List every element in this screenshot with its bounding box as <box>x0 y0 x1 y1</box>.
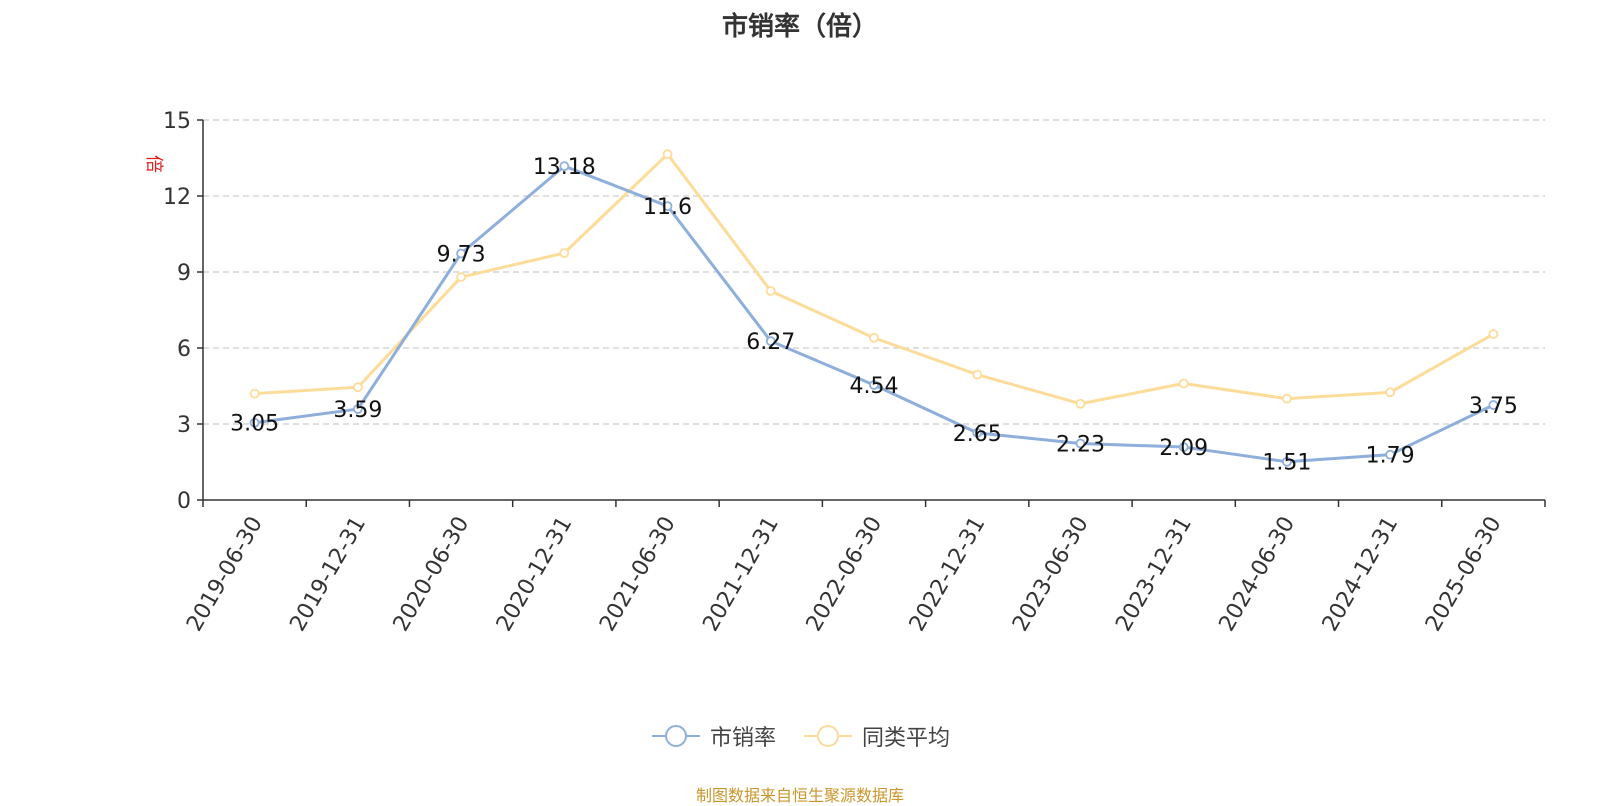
point-1-9 <box>1178 378 1189 389</box>
point-0-3 <box>559 161 570 172</box>
x-tick-label-12: 2025-06-30 <box>1421 513 1507 636</box>
data-label-9: 2.09 <box>1159 436 1208 461</box>
data-label-8: 2.23 <box>1056 433 1105 458</box>
x-tick-label-2: 2020-06-30 <box>389 513 475 636</box>
data-label-1: 3.59 <box>333 398 382 423</box>
data-label-7: 2.65 <box>953 422 1002 447</box>
x-tick-label-11: 2024-12-31 <box>1318 513 1404 636</box>
data-label-3: 13.18 <box>533 155 596 180</box>
point-1-7 <box>972 369 983 380</box>
legend-marker-series-0 <box>651 725 700 747</box>
legend-item-series-0[interactable]: 市销率 <box>650 720 776 752</box>
point-0-7 <box>972 427 983 438</box>
point-1-0 <box>249 388 260 399</box>
point-0-11 <box>1385 449 1396 460</box>
point-1-6 <box>869 332 879 343</box>
y-tick-label-0: 0 <box>177 489 191 514</box>
x-tick-label-5: 2021-12-31 <box>698 513 784 636</box>
data-label-6: 4.54 <box>850 374 899 399</box>
data-label-5: 6.27 <box>746 330 795 355</box>
point-1-5 <box>765 286 776 296</box>
x-tick-label-4: 2021-06-30 <box>595 513 681 636</box>
chart-title: 市销率（倍） <box>721 12 878 42</box>
legend-label-series-1: 同类平均 <box>862 726 951 751</box>
legend: 市销率 同类平均 <box>0 720 1600 752</box>
point-1-11 <box>1385 387 1396 398</box>
data-label-12: 3.75 <box>1469 394 1518 419</box>
point-0-9 <box>1178 442 1189 452</box>
point-1-10 <box>1282 393 1292 404</box>
point-1-2 <box>456 272 466 282</box>
point-0-1 <box>352 404 363 414</box>
x-tick-label-6: 2022-06-30 <box>802 513 888 636</box>
x-tick-label-7: 2022-12-31 <box>905 512 991 635</box>
point-0-10 <box>1282 456 1292 467</box>
data-label-11: 1.79 <box>1366 444 1415 469</box>
point-0-12 <box>1488 400 1499 410</box>
point-0-0 <box>249 417 260 428</box>
point-1-4 <box>662 149 673 160</box>
y-tick-label-1: 3 <box>177 413 191 438</box>
point-1-1 <box>352 382 363 393</box>
legend-item-series-1[interactable]: 同类平均 <box>802 720 950 752</box>
x-tick-label-8: 2023-06-30 <box>1008 513 1094 636</box>
x-tick-label-10: 2024-06-30 <box>1215 513 1301 636</box>
point-0-5 <box>765 336 776 347</box>
point-0-2 <box>456 248 466 259</box>
point-1-12 <box>1488 329 1499 339</box>
point-1-3 <box>559 248 570 258</box>
point-0-4 <box>662 201 673 212</box>
series-line-1 <box>254 152 1495 406</box>
series-line-0 <box>254 164 1495 464</box>
x-tick-label-0: 2019-06-30 <box>182 513 268 636</box>
legend-label-series-0: 市销率 <box>709 726 776 751</box>
legend-marker-series-1 <box>804 725 852 747</box>
x-tick-label-1: 2019-12-31 <box>285 513 371 636</box>
x-tick-label-3: 2020-12-31 <box>492 513 578 636</box>
data-label-4: 11.6 <box>643 195 692 220</box>
data-label-2: 9.73 <box>437 243 486 268</box>
data-label-10: 1.51 <box>1262 451 1311 476</box>
x-tick-label-9: 2023-12-31 <box>1111 513 1197 636</box>
data-label-0: 3.05 <box>230 412 279 437</box>
y-tick-label-2: 6 <box>177 337 191 362</box>
source-note: 制图数据来自恒生聚源数据库 <box>695 786 904 805</box>
y-tick-label-5: 15 <box>163 109 191 134</box>
point-0-6 <box>869 380 879 390</box>
point-1-8 <box>1075 398 1086 409</box>
y-tick-label-4: 12 <box>163 185 191 210</box>
y-tick-label-3: 9 <box>177 261 191 286</box>
point-0-8 <box>1075 438 1086 449</box>
y-axis-label: 倍 <box>143 155 164 173</box>
